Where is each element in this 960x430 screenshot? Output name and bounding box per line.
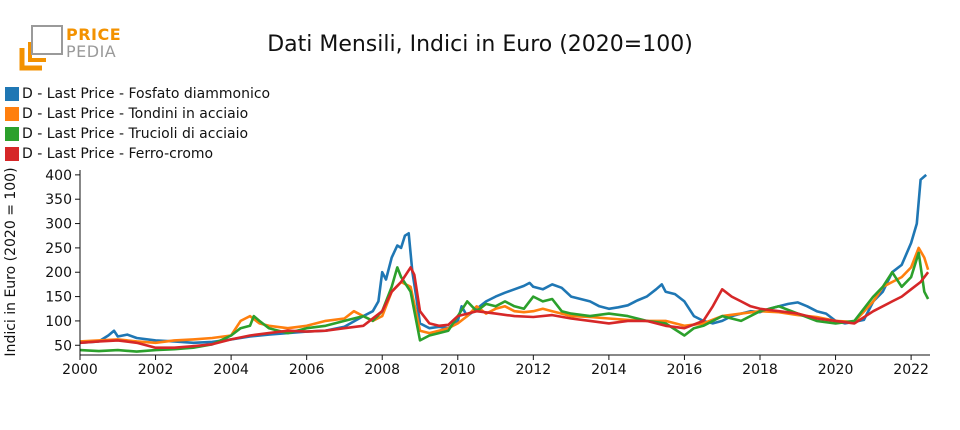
logo-price-text: PRICE — [66, 25, 122, 44]
legend-item[interactable]: D - Last Price - Tondini in acciaio — [5, 104, 270, 124]
series-line-2 — [79, 246, 930, 345]
logo-mark-icon — [19, 25, 63, 71]
y-tick-label: 250 — [45, 241, 72, 257]
x-tick-label: 2006 — [289, 362, 325, 378]
legend-label: D - Last Price - Trucioli di acciaio — [22, 126, 249, 142]
logo-pedia-text: PEDIA — [66, 42, 117, 61]
legend-swatch — [5, 87, 19, 101]
chart-legend: D - Last Price - Fosfato diammonico D - L… — [5, 84, 270, 164]
legend-item[interactable]: D - Last Price - Fosfato diammonico — [5, 84, 270, 104]
x-tick-label: 2000 — [62, 362, 98, 378]
y-tick-label: 400 — [45, 168, 72, 184]
legend-item[interactable]: D - Last Price - Ferro-cromo — [5, 144, 270, 164]
x-tick-label: 2014 — [591, 362, 627, 378]
series-line-1 — [79, 173, 928, 345]
legend-label: D - Last Price - Fosfato diammonico — [22, 86, 271, 102]
y-tick-label: 350 — [45, 192, 72, 208]
series-line-4 — [79, 266, 930, 350]
y-tick-label: 300 — [45, 217, 72, 233]
x-tick-label: 2012 — [516, 362, 552, 378]
y-tick-label: 50 — [54, 338, 72, 354]
legend-label: D - Last Price - Ferro-cromo — [22, 146, 214, 162]
x-tick-label: 2020 — [818, 362, 854, 378]
x-tick-label: 2010 — [440, 362, 476, 378]
x-tick-label: 2016 — [667, 362, 703, 378]
series-line-3 — [79, 251, 930, 353]
legend-swatch — [5, 127, 19, 141]
y-axis: 50 100 150 200 250 300 350 400 — [45, 168, 80, 354]
pricepedia-logo: PRICE PEDIA — [18, 24, 128, 74]
legend-item[interactable]: D - Last Price - Trucioli di acciaio — [5, 124, 270, 144]
x-tick-label: 2022 — [893, 362, 929, 378]
y-axis-title: Indici in Euro (2020 = 100) — [3, 167, 19, 356]
y-tick-label: 100 — [45, 314, 72, 330]
x-axis: 2000 2002 2004 2006 2008 2010 2012 2014 2016 2018… — [62, 355, 929, 378]
x-tick-label: 2002 — [138, 362, 174, 378]
x-tick-label: 2008 — [364, 362, 400, 378]
legend-label: D - Last Price - Tondini in acciaio — [22, 106, 249, 122]
x-tick-label: 2004 — [213, 362, 249, 378]
chart-title: Dati Mensili, Indici in Euro (2020=100) — [267, 32, 693, 57]
y-tick-label: 150 — [45, 290, 72, 306]
legend-swatch — [5, 147, 19, 161]
legend-swatch — [5, 107, 19, 121]
y-tick-label: 200 — [45, 265, 72, 281]
plot-area — [79, 173, 930, 353]
x-tick-label: 2018 — [742, 362, 778, 378]
